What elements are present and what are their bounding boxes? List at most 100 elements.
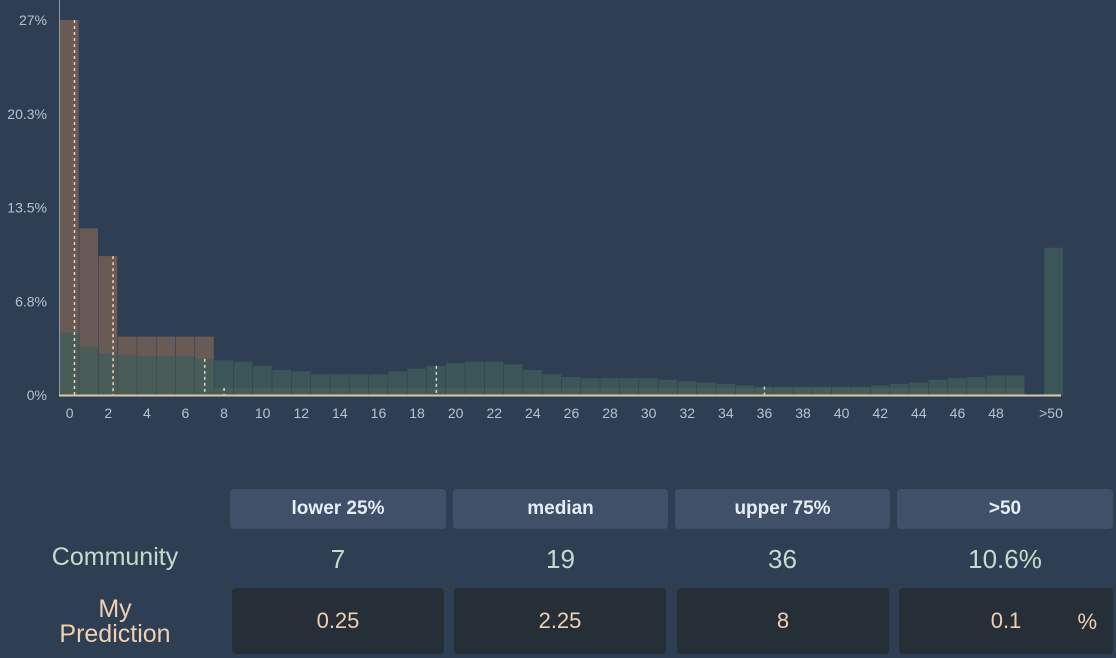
x-tick-label: 34 [718,405,734,421]
community-bar [349,374,369,395]
prediction-above-50-value: 0.1 [990,608,1022,633]
community-bar [851,386,870,395]
x-tick-label: 26 [564,405,580,421]
community-above-50: 10.6% [968,543,1042,574]
community-bar [1005,375,1025,395]
x-tick-label: 8 [220,405,228,421]
community-lower-25: 7 [330,543,346,574]
community-bar [407,368,427,395]
distribution-chart[interactable]: 27%20.3%13.5%6.8%0% 0 2 4 6 8 10 12 14 16 18 20 22 2… [0,0,1116,430]
community-bar [581,378,600,395]
x-tick-label: 0 [66,405,74,421]
community-bar [619,378,639,395]
community-bar [523,370,542,395]
x-tick-label: 18 [409,405,425,421]
community-bar [484,361,504,395]
x-tick-label: 14 [332,405,348,421]
community-bar [870,385,890,395]
community-bar [137,356,156,395]
community-bar [774,386,793,395]
community-bar [639,378,658,395]
prediction-median-input[interactable]: 2.25 [454,588,666,654]
my-prediction-label-line2: Prediction [59,620,171,648]
community-bar [233,361,253,395]
x-tick-label: 28 [602,405,618,421]
y-tick-label: 20.3% [7,106,47,122]
community-bar [368,374,388,395]
x-tick-label: 32 [679,405,695,421]
x-tick-label: 48 [988,405,1004,421]
community-bar [832,386,851,395]
community-bar [310,374,330,395]
community-bar [793,386,813,395]
header-lower-25: lower 25% [230,489,446,529]
prediction-upper-75-input[interactable]: 8 [677,588,889,654]
x-tick-label: 4 [143,405,151,421]
x-tick-label: 24 [525,405,541,421]
x-tick-label: 20 [448,405,464,421]
community-bar [60,332,79,395]
x-tick-label: 44 [911,405,927,421]
community-bar [967,376,986,395]
x-tick-label: 38 [795,405,811,421]
community-bars [60,247,1063,395]
community-bar [465,361,484,395]
community-bar [272,370,291,395]
community-bar [716,383,735,395]
community-upper-75: 36 [768,543,797,574]
community-bar [561,376,581,395]
x-axis-ticks: 0 2 4 6 8 10 12 14 16 18 20 22 24 26 28 30 32 34 36 38 40 42 4… [66,405,1063,421]
my-prediction-bars [60,20,1063,395]
quartile-markers [73,20,766,395]
community-bar [214,360,234,395]
community-bar [928,379,948,395]
community-bar [1044,247,1063,395]
community-bar [754,386,774,395]
community-bar [98,353,118,395]
x-tick-label: 40 [834,405,850,421]
x-tick-label: 36 [757,405,773,421]
community-bar [503,364,523,395]
x-tick-label: 46 [950,405,966,421]
my-prediction-label-line1: My [98,595,132,623]
community-bar [986,375,1006,395]
community-bar [330,374,349,395]
community-bar [388,371,407,395]
y-tick-label: 27% [19,12,47,28]
y-tick-label: 13.5% [7,200,47,216]
community-bar [253,365,272,395]
x-tick-label: >50 [1039,405,1063,421]
community-bar [79,346,98,395]
community-bar [677,381,697,395]
community-bar [117,354,137,395]
prediction-lower-25-input[interactable]: 0.25 [232,588,444,654]
community-bar [909,382,928,395]
x-tick-label: 12 [293,405,309,421]
my_prediction-bar [60,20,79,395]
x-tick-label: 42 [872,405,888,421]
x-tick-label: 30 [641,405,657,421]
header-above-50: >50 [897,489,1113,529]
prediction-above-50-input[interactable]: 0.1 % [899,588,1113,654]
community-bar [735,385,755,395]
community-bar [446,363,465,395]
community-bar [175,356,195,395]
my-prediction-label: My Prediction [0,597,230,647]
x-tick-label: 10 [255,405,271,421]
community-bar [696,382,716,395]
y-tick-label: 6.8% [15,293,47,309]
y-axis-ticks: 27% 20.3% 13.5% 6.8% 0% [7,12,47,403]
community-bar [291,371,311,395]
community-bar [600,378,620,395]
community-bar [658,379,677,395]
x-tick-label: 2 [104,405,112,421]
community-bar [156,356,176,395]
header-upper-75: upper 75% [675,489,890,529]
community-median: 19 [546,543,575,574]
community-label: Community [51,543,179,571]
x-tick-label: 6 [182,405,190,421]
y-tick-label: 0% [27,387,47,403]
community-bar [542,374,562,395]
x-tick-label: 22 [486,405,502,421]
x-tick-label: 16 [371,405,387,421]
